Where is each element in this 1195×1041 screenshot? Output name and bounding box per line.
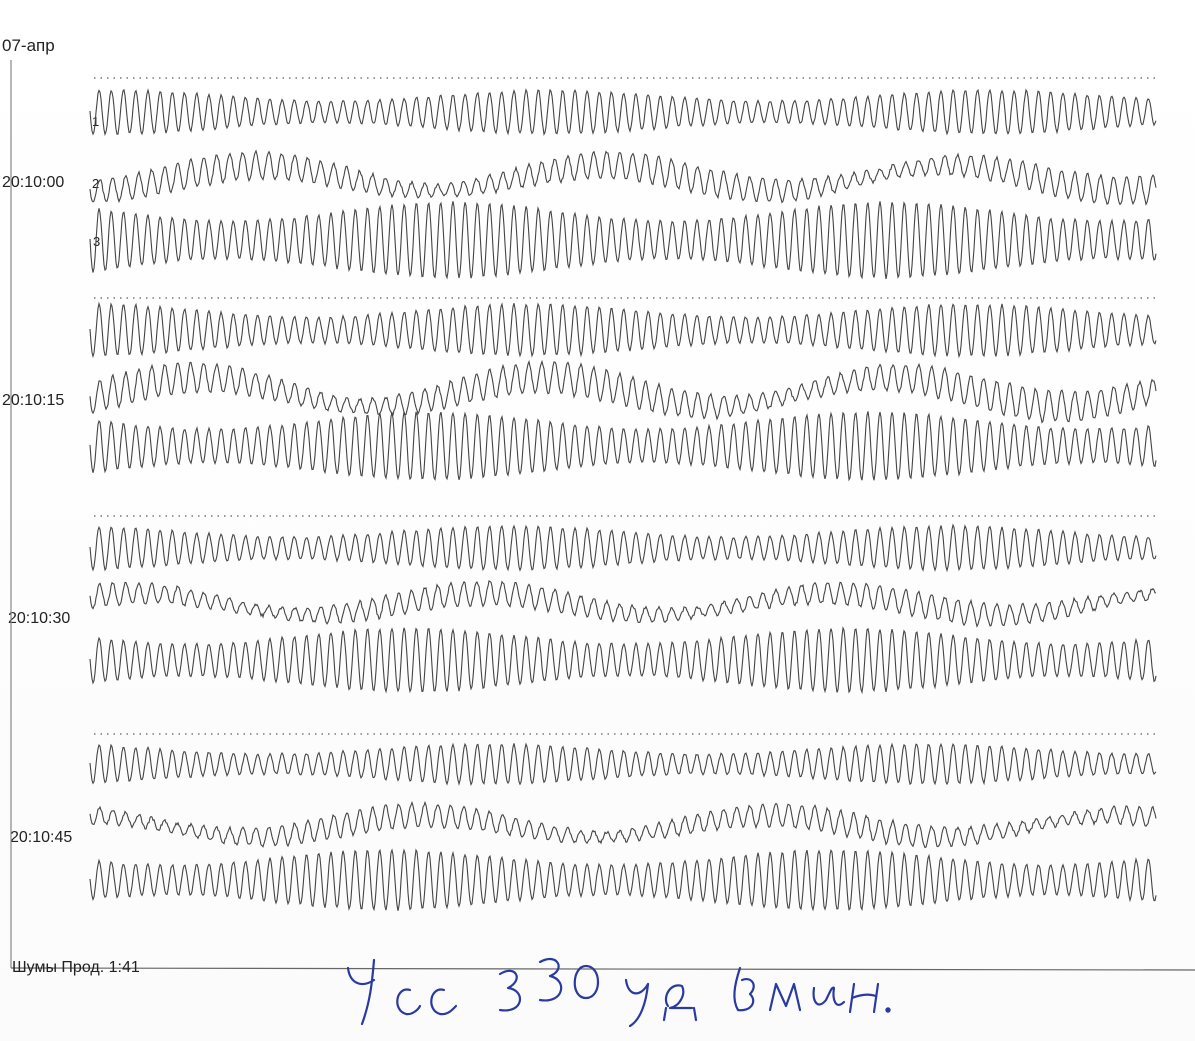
dotted-reference-lines xyxy=(94,77,1156,735)
ecg-lead-trace xyxy=(89,301,1157,359)
ecg-lead-trace xyxy=(89,523,1157,573)
ecg-lead-trace xyxy=(89,742,1157,787)
footer-label: Шумы Прод. 1:41 xyxy=(12,959,140,976)
date-label: 07-апр xyxy=(2,36,55,55)
ecg-lead-trace xyxy=(89,88,1157,137)
ecg-lead-trace xyxy=(89,626,1157,695)
ecg-lead-trace xyxy=(89,201,1157,280)
time-mark: 20:10:15 xyxy=(2,392,65,409)
ecg-lead-trace xyxy=(89,149,1157,206)
time-mark: 20:10:30 xyxy=(8,610,71,627)
ecg-lead-trace xyxy=(89,359,1157,424)
ecg-lead-trace xyxy=(89,848,1157,912)
waveform-group xyxy=(89,88,1157,912)
handwritten-note xyxy=(346,958,891,1028)
time-mark: 20:10:45 xyxy=(10,829,73,846)
lead-label-3: 3 xyxy=(93,234,100,249)
lead-label-2: 2 xyxy=(92,176,99,191)
ecg-lead-trace xyxy=(89,800,1157,849)
time-mark: 20:10:00 xyxy=(2,174,65,191)
ecg-lead-trace xyxy=(89,580,1157,628)
bottom-border-line xyxy=(10,967,1195,971)
ecg-lead-trace xyxy=(89,411,1157,482)
